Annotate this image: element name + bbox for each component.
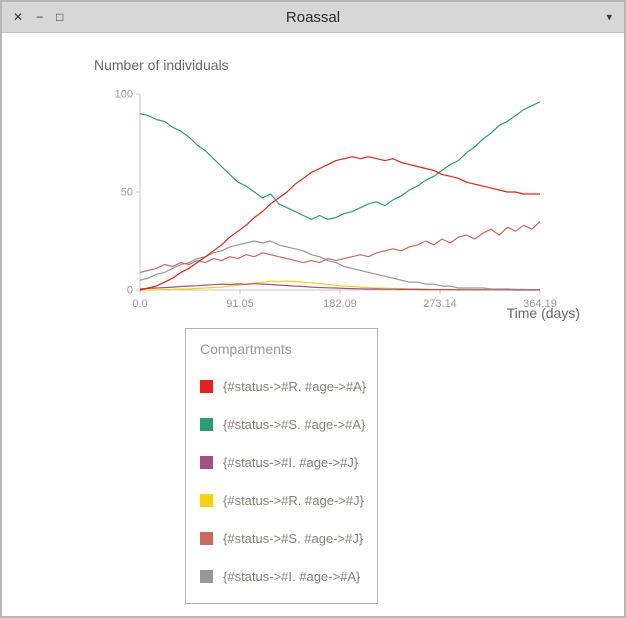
x-tick-label: 0.0 <box>132 298 147 310</box>
chart-area: Number of individuals 0 50 100 0.0 91.05 182.… <box>2 33 624 616</box>
y-axis-title: Number of individuals <box>94 57 229 73</box>
titlebar: ✕ − □ Roassal ▾ <box>2 2 624 33</box>
legend-item[interactable]: {#status->#R. #age->#A} <box>200 367 367 405</box>
x-tick-label: 273.14 <box>423 298 457 310</box>
legend-swatch <box>200 379 213 393</box>
legend-title: Compartments <box>200 341 292 357</box>
legend-swatch <box>200 455 213 469</box>
legend-items: {#status->#R. #age->#A} {#status->#S. #ag… <box>200 367 367 595</box>
legend-item[interactable]: {#status->#S. #age->#A} <box>200 405 366 443</box>
close-icon[interactable]: ✕ <box>13 10 24 24</box>
chevron-down-icon[interactable]: ▾ <box>606 11 612 24</box>
legend-item[interactable]: {#status->#R. #age->#J} <box>200 481 364 519</box>
legend-swatch <box>200 493 213 507</box>
legend-label: {#status->#S. #age->#A} <box>223 416 366 432</box>
series-line <box>139 240 540 291</box>
window-title: Roassal <box>285 8 341 26</box>
legend: Compartments {#status->#R. #age->#A} {#st… <box>185 328 378 604</box>
legend-swatch <box>200 569 213 583</box>
legend-label: {#status->#I. #age->#J} <box>223 454 359 470</box>
y-tick-label: 50 <box>121 187 133 199</box>
legend-label: {#status->#S. #age->#J} <box>223 530 364 546</box>
legend-label: {#status->#R. #age->#A} <box>223 378 367 394</box>
maximize-icon[interactable]: □ <box>56 10 64 24</box>
legend-item[interactable]: {#status->#I. #age->#A} <box>200 557 363 595</box>
legend-swatch <box>200 417 213 431</box>
x-tick-label: 91.05 <box>226 298 254 310</box>
y-tick-label: 100 <box>115 89 133 101</box>
legend-item[interactable]: {#status->#I. #age->#J} <box>200 443 363 481</box>
chart-plot: 0 50 100 0.0 91.05 182.09 273.14 364.19 <box>115 89 557 311</box>
x-tick-label: 364.19 <box>523 298 557 310</box>
series-line <box>139 283 540 291</box>
y-tick-label: 0 <box>127 285 133 297</box>
legend-label: {#status->#R. #age->#J} <box>223 492 364 508</box>
legend-item[interactable]: {#status->#S. #age->#J} <box>200 519 363 557</box>
x-tick-label: 182.09 <box>323 298 357 310</box>
series-line <box>139 101 541 220</box>
window-controls: ✕ − □ <box>13 2 63 32</box>
legend-swatch <box>200 531 213 545</box>
series-line <box>139 156 540 291</box>
x-axis-title: Time (days) <box>506 305 580 321</box>
series-line <box>139 220 541 273</box>
minimize-icon[interactable]: − <box>36 10 44 24</box>
legend-label: {#status->#I. #age->#A} <box>223 568 361 584</box>
